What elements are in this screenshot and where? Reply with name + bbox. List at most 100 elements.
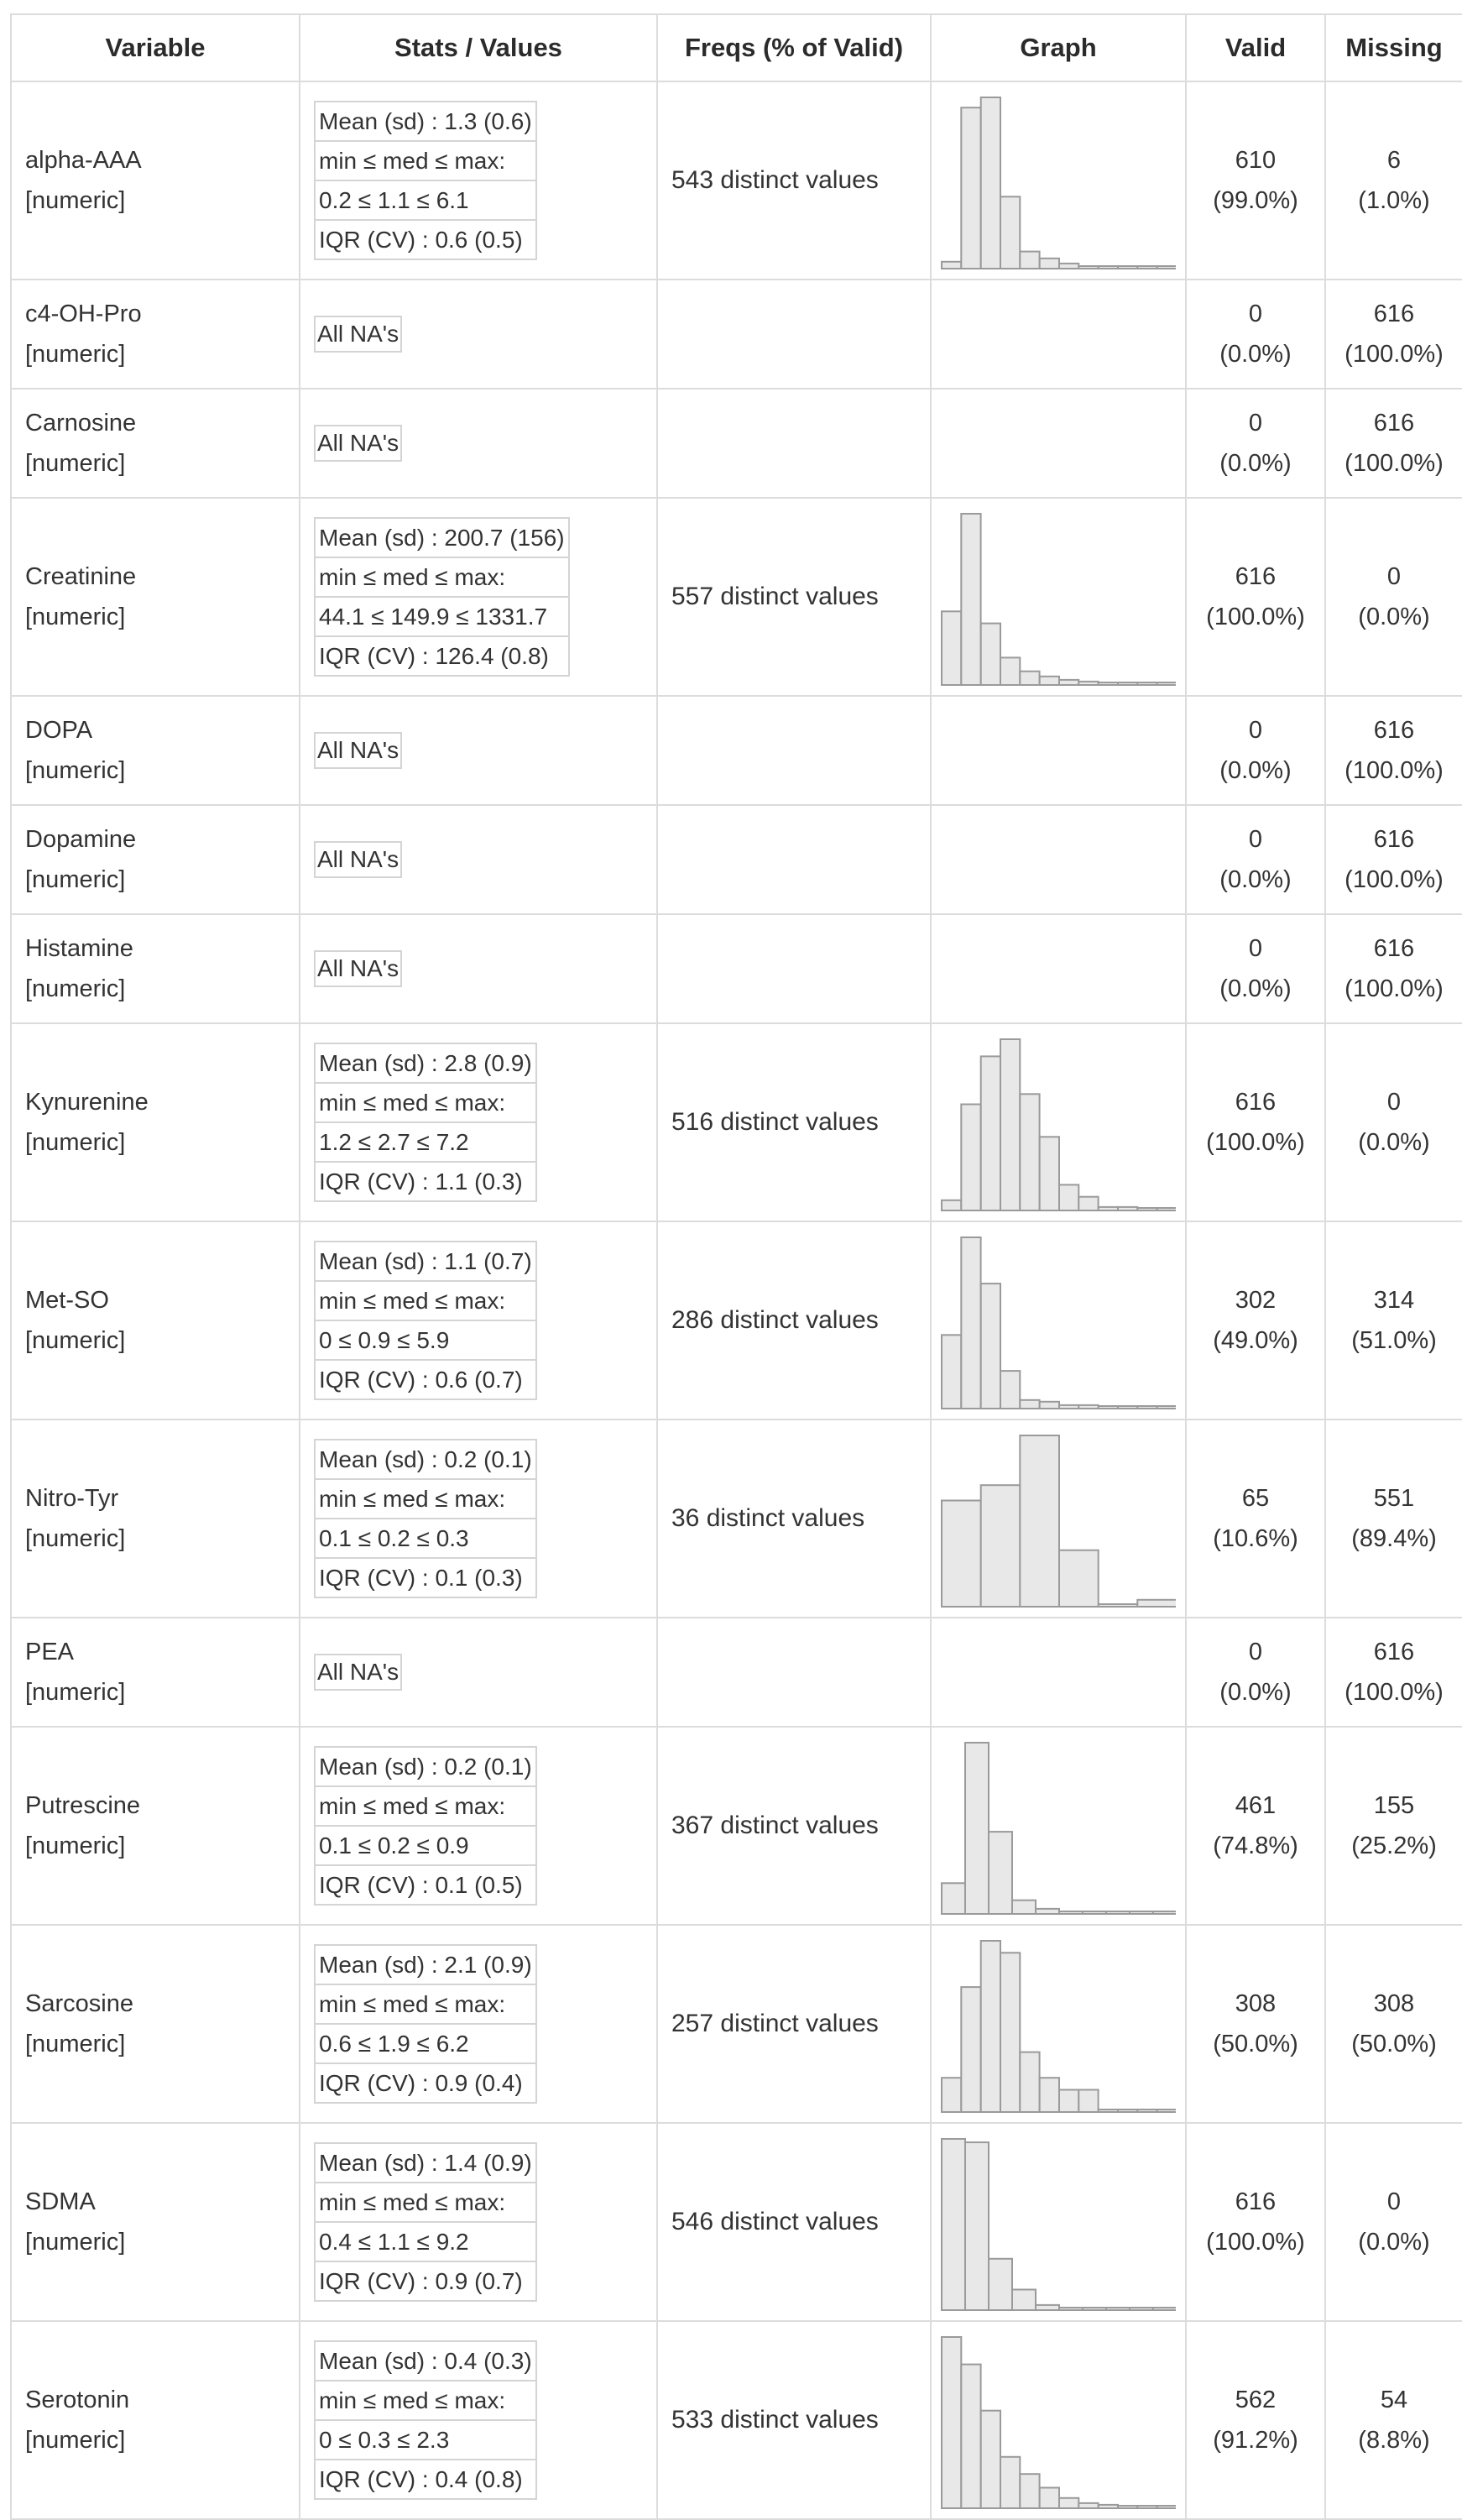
stats-line: Mean (sd) : 200.7 (156) — [314, 517, 570, 558]
histogram-bar — [1019, 1435, 1061, 1608]
missing-count: 308 — [1373, 1990, 1415, 2017]
graph-cell — [930, 388, 1187, 499]
stats-line: 0 ≤ 0.9 ≤ 5.9 — [314, 1320, 537, 1361]
stats-value: IQR (CV) : 0.6 (0.5) — [314, 219, 537, 260]
histogram-bar — [1011, 1899, 1036, 1915]
table-row: PEA [numeric] All NA's 0 (0.0%) 616 (100.0%) — [10, 1617, 1462, 1728]
histogram-bar — [960, 1986, 982, 2113]
stats-value: 1.2 ≤ 2.7 ≤ 7.2 — [314, 1121, 537, 1163]
stats-value: 0.1 ≤ 0.2 ≤ 0.9 — [314, 1825, 537, 1866]
stats-line: min ≤ med ≤ max: — [314, 1082, 537, 1123]
stats-value: IQR (CV) : 1.1 (0.3) — [314, 1161, 537, 1202]
missing-count: 155 — [1373, 1792, 1415, 1819]
stats-line: min ≤ med ≤ max: — [314, 557, 570, 598]
stats-value: Mean (sd) : 0.4 (0.3) — [314, 2340, 537, 2381]
stats-value: min ≤ med ≤ max: — [314, 1984, 537, 2025]
table-row: Met-SO [numeric] Mean (sd) : 1.1 (0.7) min … — [10, 1221, 1462, 1420]
stats-box: Mean (sd) : 1.4 (0.9) min ≤ med ≤ max: 0.4… — [314, 2142, 537, 2302]
stats-line: min ≤ med ≤ max: — [314, 1984, 537, 2025]
histogram-bar — [941, 2138, 966, 2311]
histogram-bar — [964, 1742, 989, 1915]
all-na-label: All NA's — [314, 1654, 403, 1691]
stats-cell: Mean (sd) : 1.3 (0.6) min ≤ med ≤ max: 0.2… — [299, 81, 658, 280]
histogram-bar — [941, 1334, 963, 1409]
valid-cell: 0 (0.0%) — [1185, 913, 1326, 1024]
valid-count: 616 — [1235, 1089, 1277, 1116]
stats-line: 0.1 ≤ 0.2 ≤ 0.3 — [314, 1518, 537, 1559]
stats-line: IQR (CV) : 1.1 (0.3) — [314, 1161, 537, 1202]
histogram — [941, 1435, 1176, 1608]
histogram-bar — [1000, 656, 1021, 686]
graph-cell — [930, 1726, 1187, 1926]
stats-value: min ≤ med ≤ max: — [314, 140, 537, 181]
stats-box: Mean (sd) : 2.1 (0.9) min ≤ med ≤ max: 0.6… — [314, 1944, 537, 2104]
missing-percent: (25.2%) — [1351, 1832, 1437, 1859]
missing-percent: (8.8%) — [1358, 2427, 1430, 2454]
stats-line: IQR (CV) : 0.1 (0.5) — [314, 1864, 537, 1906]
stats-cell: Mean (sd) : 200.7 (156) min ≤ med ≤ max: 4… — [299, 497, 658, 697]
table-row: Putrescine [numeric] Mean (sd) : 0.2 (0.1)… — [10, 1726, 1462, 1926]
stats-value: 0 ≤ 0.3 ≤ 2.3 — [314, 2419, 537, 2460]
stats-line: 0.2 ≤ 1.1 ≤ 6.1 — [314, 180, 537, 221]
stats-line: IQR (CV) : 0.6 (0.5) — [314, 219, 537, 260]
stats-value: Mean (sd) : 0.2 (0.1) — [314, 1746, 537, 1787]
stats-value: min ≤ med ≤ max: — [314, 2182, 537, 2223]
missing-percent: (0.0%) — [1358, 604, 1430, 630]
histogram-bar — [979, 1940, 1001, 2113]
variable-type: [numeric] — [25, 450, 126, 477]
table-row: Nitro-Tyr [numeric] Mean (sd) : 0.2 (0.1) m… — [10, 1419, 1462, 1618]
valid-percent: (100.0%) — [1206, 2229, 1305, 2256]
all-na-label: All NA's — [314, 841, 403, 878]
stats-cell: Mean (sd) : 0.2 (0.1) min ≤ med ≤ max: 0.1… — [299, 1419, 658, 1618]
freq-cell: 557 distinct values — [656, 497, 932, 697]
stats-line: IQR (CV) : 126.4 (0.8) — [314, 635, 570, 677]
valid-count: 616 — [1235, 2188, 1277, 2215]
freq-cell: 36 distinct values — [656, 1419, 932, 1618]
header-valid: Valid — [1185, 13, 1326, 82]
valid-cell: 0 (0.0%) — [1185, 695, 1326, 806]
histogram-bar — [960, 513, 982, 686]
missing-percent: (50.0%) — [1351, 2031, 1437, 2057]
stats-value: min ≤ med ≤ max: — [314, 2380, 537, 2421]
stats-line: Mean (sd) : 1.4 (0.9) — [314, 2142, 537, 2183]
variable-name: PEA — [25, 1639, 75, 1665]
valid-cell: 0 (0.0%) — [1185, 388, 1326, 499]
histogram-bar — [979, 97, 1001, 269]
histogram-bar — [941, 1882, 966, 1915]
histogram-bar — [1058, 1549, 1099, 1608]
valid-cell: 616 (100.0%) — [1185, 497, 1326, 697]
variable-type: [numeric] — [25, 1327, 126, 1354]
stats-value: IQR (CV) : 0.9 (0.7) — [314, 2261, 537, 2302]
stats-value: Mean (sd) : 1.4 (0.9) — [314, 2142, 537, 2183]
histogram-bar — [1038, 2486, 1060, 2509]
variable-cell: DOPA [numeric] — [10, 695, 300, 806]
variable-type: [numeric] — [25, 341, 126, 368]
missing-count: 616 — [1373, 301, 1415, 327]
valid-cell: 308 (50.0%) — [1185, 1924, 1326, 2124]
all-na-label: All NA's — [314, 316, 403, 353]
header-freqs: Freqs (% of Valid) — [656, 13, 932, 82]
histogram-bar — [960, 1103, 982, 1211]
histogram-bar — [979, 1283, 1001, 1409]
variable-type: [numeric] — [25, 187, 126, 214]
variable-name: Histamine — [25, 935, 133, 962]
missing-count: 616 — [1373, 935, 1415, 962]
valid-percent: (100.0%) — [1206, 604, 1305, 630]
stats-value: 0.2 ≤ 1.1 ≤ 6.1 — [314, 180, 537, 221]
histogram-bar — [941, 2077, 963, 2113]
variable-name: DOPA — [25, 717, 93, 744]
header-row: Variable Stats / Values Freqs (% of Vali… — [10, 13, 1462, 82]
stats-line: min ≤ med ≤ max: — [314, 1478, 537, 1519]
header-stats: Stats / Values — [299, 13, 658, 82]
valid-percent: (0.0%) — [1219, 450, 1292, 477]
stats-line: min ≤ med ≤ max: — [314, 2380, 537, 2421]
stats-line: Mean (sd) : 0.4 (0.3) — [314, 2340, 537, 2381]
table-row: alpha-AAA [numeric] Mean (sd) : 1.3 (0.6) m… — [10, 81, 1462, 280]
missing-percent: (100.0%) — [1345, 866, 1444, 893]
histogram-bar — [1011, 2288, 1036, 2311]
stats-line: 0.6 ≤ 1.9 ≤ 6.2 — [314, 2023, 537, 2064]
stats-value: IQR (CV) : 0.9 (0.4) — [314, 2063, 537, 2104]
valid-percent: (0.0%) — [1219, 975, 1292, 1002]
valid-cell: 0 (0.0%) — [1185, 279, 1326, 390]
stats-box: Mean (sd) : 1.3 (0.6) min ≤ med ≤ max: 0.2… — [314, 101, 537, 260]
